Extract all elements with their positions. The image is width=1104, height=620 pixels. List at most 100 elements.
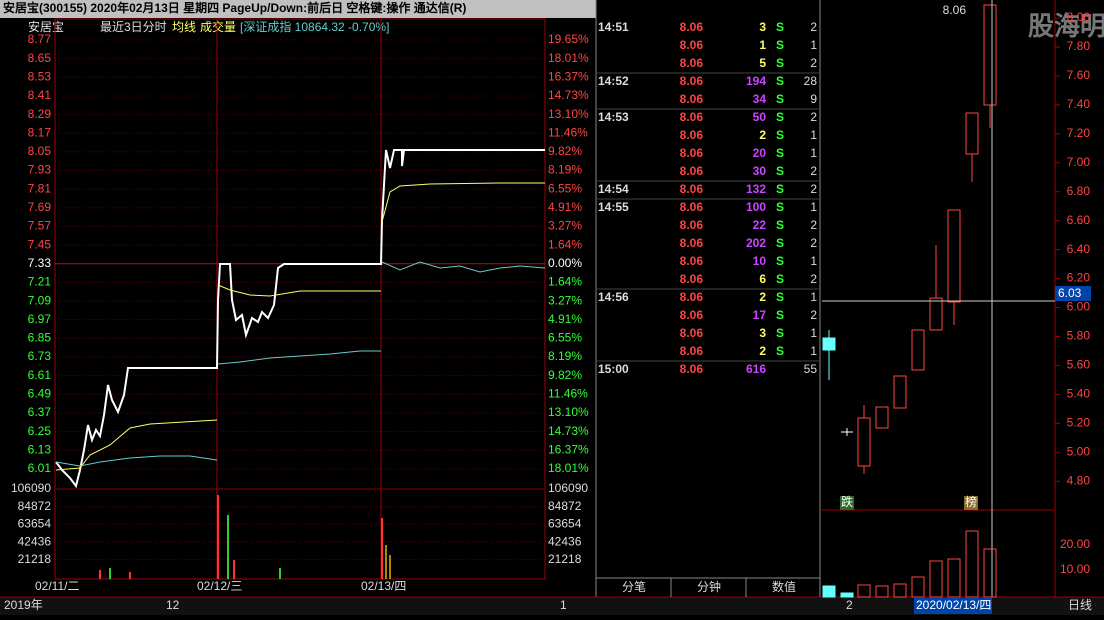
price-label: 8.17: [28, 125, 52, 139]
trade-volume: 5: [759, 56, 766, 70]
pct-label: 1.64%: [548, 237, 582, 251]
price-label: 6.85: [28, 331, 52, 345]
title: 安居宝(300155) 2020年02月13日 星期四 PageUp/Down:…: [3, 0, 466, 15]
volume-label: 84872: [18, 499, 52, 513]
trade-count: 1: [810, 146, 817, 160]
date-label: 02/13/四: [361, 579, 406, 593]
price-label: 6.49: [28, 387, 52, 401]
kline-vol-label: 10.00: [1060, 562, 1090, 576]
kline-price-label: 7.00: [1067, 155, 1091, 169]
kline-price-label: 6.00: [1067, 300, 1091, 314]
trade-volume: 17: [753, 308, 767, 322]
pct-label: 16.37%: [548, 442, 589, 456]
trade-count: 2: [810, 308, 817, 322]
volume-label: 21218: [548, 552, 582, 566]
tab: 分笔: [622, 579, 646, 594]
trade-side: S: [776, 326, 784, 340]
trade-count: 2: [810, 236, 817, 250]
trade-price: 8.06: [680, 272, 704, 286]
trade-price: 8.06: [680, 218, 704, 232]
watermark: 股海明灯: [1028, 11, 1104, 41]
kline-date: 2020/02/13/四: [916, 598, 991, 612]
trade-time: 14:54: [598, 182, 629, 196]
pct-label: 11.46%: [548, 125, 588, 139]
price-label: 7.33: [28, 256, 52, 270]
timeline-month: 1: [560, 598, 567, 612]
trade-side: S: [776, 254, 784, 268]
kline-bar-num: 2: [846, 598, 853, 612]
volume-label: 106090: [11, 481, 51, 495]
pct-label: 18.01%: [548, 51, 589, 65]
trade-time: 15:00: [598, 362, 629, 376]
pct-label: 11.46%: [548, 387, 588, 401]
trade-price: 8.06: [680, 56, 704, 70]
volume-label: 106090: [548, 481, 588, 495]
trade-price: 8.06: [680, 254, 704, 268]
trade-volume: 3: [759, 20, 766, 34]
trade-count: 1: [810, 128, 817, 142]
marker-down: 跌: [841, 494, 853, 509]
trade-side: S: [776, 74, 784, 88]
kline-price-label: 6.20: [1067, 271, 1091, 285]
trade-side: S: [776, 272, 784, 286]
price-label: 7.93: [28, 163, 52, 177]
kline-price-label: 5.20: [1067, 415, 1091, 429]
pct-label: 8.19%: [548, 349, 582, 363]
trade-count: 2: [810, 272, 817, 286]
trade-count: 1: [810, 290, 817, 304]
price-label: 8.41: [28, 88, 52, 102]
volume-label: 63654: [548, 517, 582, 531]
trade-price: 8.06: [680, 182, 704, 196]
kline-price-label: 5.00: [1067, 444, 1091, 458]
title-bar: [0, 0, 596, 18]
trade-count: 2: [810, 164, 817, 178]
trade-time: 14:53: [598, 110, 629, 124]
price-label: 8.05: [28, 144, 52, 158]
kline-price-label: 5.80: [1067, 329, 1091, 343]
grid: [55, 39, 545, 561]
date-label: 02/12/三: [197, 579, 242, 593]
trade-count: 2: [810, 182, 817, 196]
period: 日线: [1068, 598, 1092, 612]
trade-count: 1: [810, 254, 817, 268]
bottom-bar: [0, 597, 1104, 615]
price-label: 7.45: [28, 237, 52, 251]
kline-price-label: 4.80: [1067, 473, 1091, 487]
kline-vol-label: 20.00: [1060, 537, 1090, 551]
trade-side: S: [776, 236, 784, 250]
volume-label: 84872: [548, 499, 582, 513]
trade-count: 55: [804, 362, 818, 376]
price-label: 8.29: [28, 107, 52, 121]
trade-volume: 2: [759, 344, 766, 358]
kline-price-label: 6.40: [1067, 242, 1091, 256]
trade-time: 14:55: [598, 200, 629, 214]
trade-side: S: [776, 56, 784, 70]
index-label: [深证成指 10864.32 -0.70%]: [240, 19, 389, 34]
pct-label: 14.73%: [548, 88, 589, 102]
price-label: 8.65: [28, 51, 52, 65]
price-label: 6.97: [28, 312, 52, 326]
price-label: 7.57: [28, 219, 52, 233]
price-label: 6.01: [28, 461, 52, 475]
trade-count: 9: [810, 92, 817, 106]
kline-price-label: 5.60: [1067, 358, 1091, 372]
trade-price: 8.06: [680, 74, 704, 88]
marker-bg: [964, 496, 978, 510]
trade-side: S: [776, 164, 784, 178]
volume-label: 42436: [18, 534, 52, 548]
kline-price-label: 5.40: [1067, 387, 1091, 401]
pct-label: 16.37%: [548, 69, 589, 83]
volume-label: 42436: [548, 534, 582, 548]
current-box: [1055, 286, 1091, 301]
tab: 数值: [772, 579, 796, 594]
kline-top-label: 8.06: [943, 3, 967, 17]
trade-side: S: [776, 290, 784, 304]
trade-volume: 1: [759, 38, 766, 52]
pct-label: 13.10%: [548, 107, 589, 121]
pct-label: 19.65%: [548, 32, 589, 46]
trade-side: S: [776, 92, 784, 106]
price-label: 7.81: [28, 181, 52, 195]
pct-label: 1.64%: [548, 275, 582, 289]
trade-count: 1: [810, 38, 817, 52]
